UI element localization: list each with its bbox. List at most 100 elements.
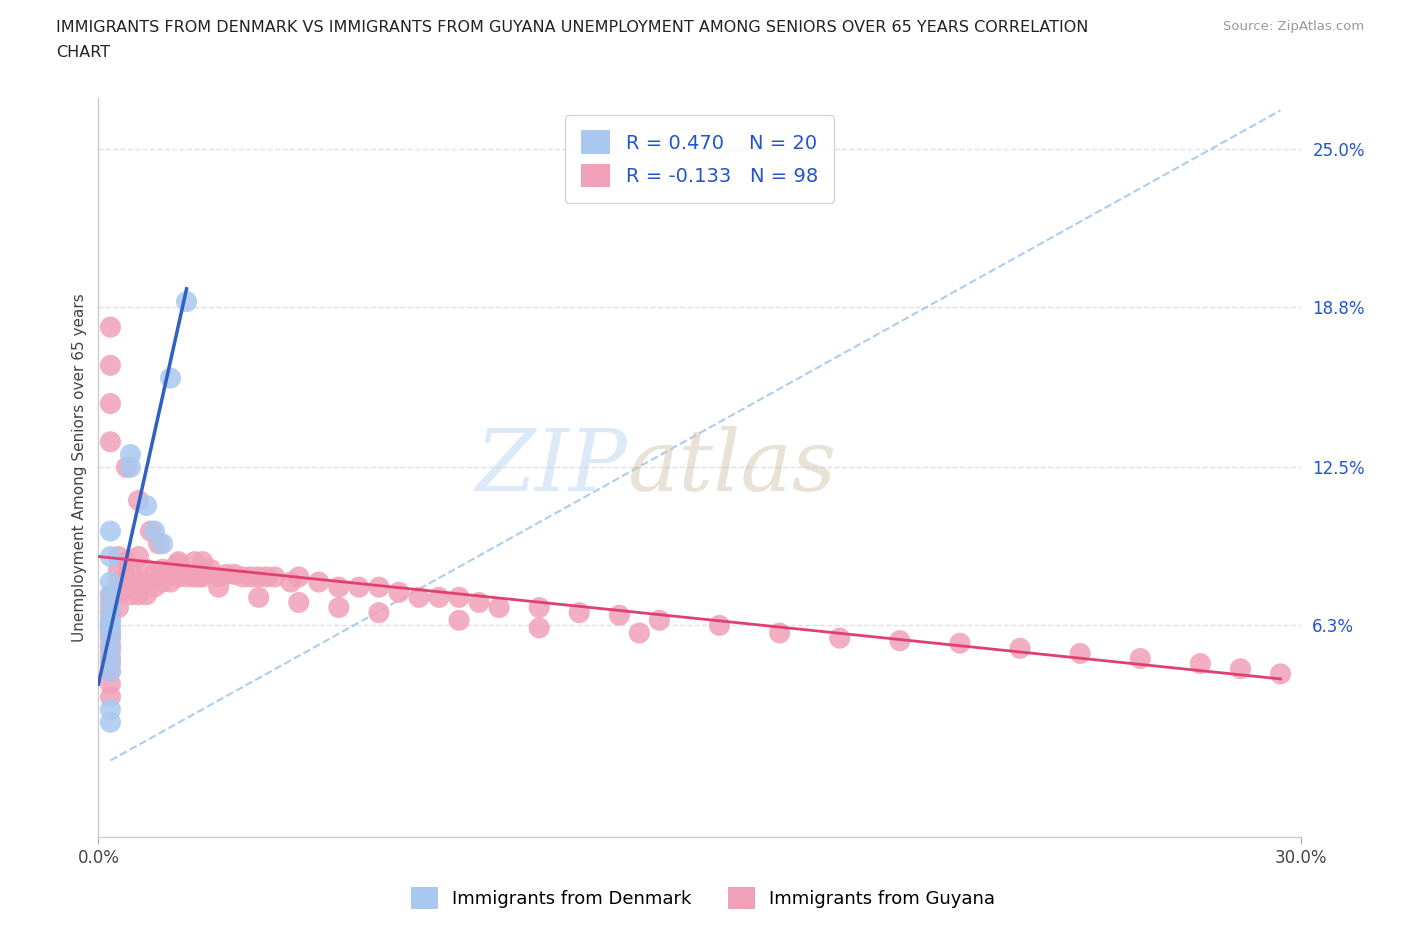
- Point: [176, 294, 198, 309]
- Point: [139, 524, 162, 538]
- Point: [135, 562, 157, 577]
- Point: [100, 588, 122, 603]
- Text: ZIP: ZIP: [475, 426, 627, 509]
- Point: [468, 595, 491, 610]
- Point: [135, 588, 157, 603]
- Legend: Immigrants from Denmark, Immigrants from Guyana: Immigrants from Denmark, Immigrants from…: [404, 880, 1002, 916]
- Point: [143, 567, 166, 582]
- Point: [100, 651, 122, 666]
- Point: [208, 569, 231, 584]
- Point: [187, 569, 209, 584]
- Point: [1010, 641, 1032, 656]
- Point: [120, 588, 142, 603]
- Point: [100, 575, 122, 590]
- Point: [215, 567, 238, 582]
- Point: [100, 618, 122, 632]
- Point: [100, 620, 122, 635]
- Point: [100, 657, 122, 671]
- Point: [828, 631, 851, 645]
- Point: [128, 493, 150, 508]
- Point: [628, 626, 651, 641]
- Point: [159, 371, 181, 386]
- Point: [120, 575, 142, 590]
- Point: [100, 638, 122, 653]
- Point: [280, 575, 302, 590]
- Point: [100, 664, 122, 679]
- Point: [388, 585, 411, 600]
- Point: [288, 569, 311, 584]
- Point: [100, 626, 122, 641]
- Point: [148, 537, 170, 551]
- Point: [128, 575, 150, 590]
- Point: [167, 557, 190, 572]
- Point: [107, 575, 129, 590]
- Point: [191, 554, 214, 569]
- Point: [115, 554, 138, 569]
- Point: [100, 524, 122, 538]
- Point: [167, 554, 190, 569]
- Point: [183, 569, 205, 584]
- Point: [152, 537, 174, 551]
- Point: [100, 588, 122, 603]
- Text: atlas: atlas: [627, 426, 837, 509]
- Point: [949, 636, 972, 651]
- Point: [120, 562, 142, 577]
- Point: [100, 664, 122, 679]
- Point: [447, 613, 470, 628]
- Point: [100, 651, 122, 666]
- Point: [288, 595, 311, 610]
- Point: [100, 626, 122, 641]
- Point: [152, 562, 174, 577]
- Point: [107, 549, 129, 564]
- Point: [120, 447, 142, 462]
- Legend: R = 0.470    N = 20, R = -0.133   N = 98: R = 0.470 N = 20, R = -0.133 N = 98: [565, 114, 834, 203]
- Point: [1129, 651, 1152, 666]
- Point: [529, 600, 551, 615]
- Point: [328, 579, 350, 594]
- Point: [120, 460, 142, 475]
- Point: [648, 613, 671, 628]
- Point: [100, 631, 122, 645]
- Text: IMMIGRANTS FROM DENMARK VS IMMIGRANTS FROM GUYANA UNEMPLOYMENT AMONG SENIORS OVE: IMMIGRANTS FROM DENMARK VS IMMIGRANTS FR…: [56, 20, 1088, 35]
- Point: [100, 549, 122, 564]
- Point: [191, 569, 214, 584]
- Point: [408, 590, 430, 604]
- Point: [100, 358, 122, 373]
- Text: CHART: CHART: [56, 45, 110, 60]
- Point: [1069, 646, 1091, 661]
- Point: [568, 605, 591, 620]
- Point: [100, 613, 122, 628]
- Point: [769, 626, 792, 641]
- Text: Source: ZipAtlas.com: Source: ZipAtlas.com: [1223, 20, 1364, 33]
- Point: [115, 579, 138, 594]
- Point: [115, 460, 138, 475]
- Point: [107, 562, 129, 577]
- Point: [224, 567, 246, 582]
- Point: [100, 644, 122, 658]
- Point: [100, 638, 122, 653]
- Point: [427, 590, 450, 604]
- Point: [368, 605, 391, 620]
- Point: [135, 498, 157, 513]
- Point: [100, 600, 122, 615]
- Point: [1270, 667, 1292, 682]
- Point: [889, 633, 911, 648]
- Point: [143, 524, 166, 538]
- Point: [368, 579, 391, 594]
- Point: [256, 569, 278, 584]
- Y-axis label: Unemployment Among Seniors over 65 years: Unemployment Among Seniors over 65 years: [72, 293, 87, 642]
- Point: [143, 579, 166, 594]
- Point: [152, 575, 174, 590]
- Point: [100, 320, 122, 335]
- Point: [176, 569, 198, 584]
- Point: [100, 434, 122, 449]
- Point: [159, 575, 181, 590]
- Point: [308, 575, 330, 590]
- Point: [247, 590, 270, 604]
- Point: [263, 569, 285, 584]
- Point: [1189, 657, 1212, 671]
- Point: [232, 569, 254, 584]
- Point: [488, 600, 510, 615]
- Point: [1229, 661, 1251, 676]
- Point: [100, 595, 122, 610]
